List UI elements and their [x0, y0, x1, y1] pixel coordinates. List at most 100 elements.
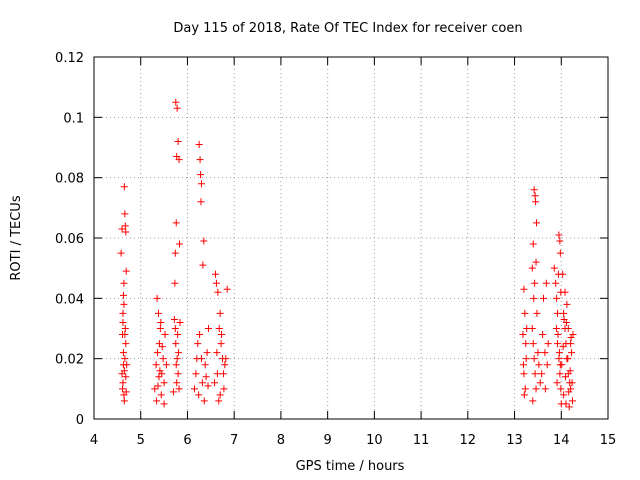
data-point: [539, 331, 547, 339]
data-point: [117, 249, 125, 257]
data-point: [159, 355, 167, 363]
data-point: [122, 267, 130, 275]
data-point: [174, 137, 182, 145]
data-point: [200, 237, 208, 245]
y-tick-label: 0: [76, 413, 84, 428]
data-point: [531, 192, 539, 200]
data-point: [556, 249, 564, 257]
data-point: [121, 210, 129, 218]
data-point: [555, 231, 563, 239]
data-point: [568, 397, 576, 405]
data-point: [219, 370, 227, 378]
data-point: [155, 373, 163, 381]
data-point: [562, 400, 570, 408]
x-tick-label: 13: [506, 433, 523, 448]
data-point: [567, 334, 575, 342]
data-point: [176, 318, 184, 326]
data-point: [567, 385, 575, 393]
data-point: [211, 379, 219, 387]
x-tick-label: 9: [323, 433, 331, 448]
y-tick-label: 0.1: [63, 111, 84, 126]
data-point: [562, 318, 570, 326]
y-tick-label: 0.06: [55, 232, 84, 247]
data-point: [200, 397, 208, 405]
data-point: [119, 349, 127, 357]
data-point: [550, 264, 558, 272]
data-point: [175, 385, 183, 393]
data-point: [218, 331, 226, 339]
data-point: [532, 258, 540, 266]
data-point: [556, 237, 564, 245]
data-point: [559, 270, 567, 278]
data-point: [557, 385, 565, 393]
data-point: [536, 379, 544, 387]
data-point: [560, 391, 568, 399]
data-point: [156, 367, 164, 375]
data-point: [528, 325, 536, 332]
data-point: [215, 325, 223, 332]
data-point: [196, 156, 204, 164]
data-point: [197, 198, 205, 206]
y-axis-label: ROTI / TECUs: [9, 195, 24, 280]
data-point: [171, 249, 179, 257]
data-point: [521, 385, 529, 393]
data-point: [519, 331, 527, 339]
data-point: [172, 340, 180, 348]
data-point: [553, 325, 561, 332]
data-point: [160, 379, 168, 387]
data-point: [173, 355, 181, 363]
data-point: [160, 400, 168, 408]
grid-lines: [94, 57, 608, 419]
data-point: [222, 355, 230, 363]
data-point: [521, 309, 529, 317]
data-point: [530, 355, 538, 363]
data-point: [161, 331, 169, 339]
data-point: [533, 219, 541, 227]
data-point: [530, 294, 538, 302]
data-point: [157, 391, 165, 399]
data-point: [122, 228, 130, 236]
data-point: [197, 180, 205, 188]
data-point: [538, 370, 546, 378]
data-point: [119, 379, 127, 387]
data-point: [566, 367, 574, 375]
data-point: [153, 397, 161, 405]
y-tick-label: 0.04: [55, 292, 84, 307]
data-point: [522, 355, 530, 363]
data-point: [564, 355, 572, 363]
data-point: [119, 291, 127, 299]
data-point: [569, 331, 577, 339]
y-tick-label: 0.08: [55, 172, 84, 187]
data-point: [555, 355, 563, 363]
data-point: [563, 300, 571, 308]
data-point: [151, 385, 159, 393]
data-point: [198, 379, 206, 387]
data-point: [172, 361, 180, 369]
data-point: [122, 388, 130, 396]
data-point: [568, 379, 576, 387]
data-point: [154, 382, 162, 390]
data-point: [213, 370, 221, 378]
data-point: [199, 261, 207, 269]
data-point: [560, 309, 568, 317]
data-point: [192, 370, 200, 378]
data-point: [162, 361, 170, 369]
data-point: [221, 361, 229, 369]
data-point: [528, 264, 536, 272]
data-point: [154, 309, 162, 317]
data-point: [561, 373, 569, 381]
x-tick-label: 5: [137, 433, 145, 448]
data-point: [220, 385, 228, 393]
y-tick-label: 0.02: [55, 353, 84, 368]
y-tick-label: 0.12: [55, 51, 84, 66]
data-point: [121, 355, 129, 363]
data-point: [121, 222, 129, 230]
data-point: [214, 288, 222, 296]
data-point: [532, 385, 540, 393]
data-point: [554, 309, 562, 317]
chart-title: Day 115 of 2018, Rate Of TEC Index for r…: [173, 21, 522, 36]
data-point: [120, 367, 128, 375]
data-point: [157, 318, 165, 326]
data-point: [568, 349, 576, 357]
data-point: [119, 385, 127, 393]
